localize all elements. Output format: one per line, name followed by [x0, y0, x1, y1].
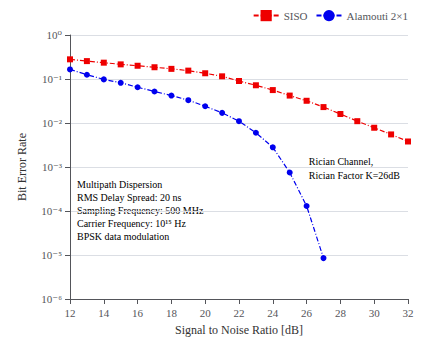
svg-text:10⁻¹: 10⁻¹: [42, 73, 62, 85]
svg-text:28: 28: [335, 307, 347, 319]
svg-text:20: 20: [200, 307, 212, 319]
svg-text:Rician Channel,: Rician Channel,: [309, 156, 373, 167]
svg-text:Rician Factor K=26dB: Rician Factor K=26dB: [309, 170, 401, 181]
svg-text:Alamouti 2×1: Alamouti 2×1: [346, 10, 408, 22]
svg-text:12: 12: [65, 307, 76, 319]
svg-text:Sampling Frequency: 500 MHz: Sampling Frequency: 500 MHz: [77, 205, 204, 216]
svg-text:30: 30: [369, 307, 381, 319]
svg-text:RMS Delay Spread: 20 ns: RMS Delay Spread: 20 ns: [77, 192, 182, 203]
svg-text:Multipath Dispersion: Multipath Dispersion: [77, 179, 162, 190]
svg-text:10⁰: 10⁰: [47, 29, 63, 41]
svg-text:BPSK data modulation: BPSK data modulation: [77, 231, 169, 242]
svg-text:10⁻²: 10⁻²: [42, 117, 63, 129]
svg-text:26: 26: [301, 307, 313, 319]
svg-text:22: 22: [234, 307, 245, 319]
svg-text:32: 32: [403, 307, 414, 319]
svg-text:16: 16: [132, 307, 144, 319]
svg-text:Bit Error Rate: Bit Error Rate: [15, 133, 29, 201]
svg-text:24: 24: [267, 307, 279, 319]
svg-text:10⁻⁵: 10⁻⁵: [41, 249, 62, 261]
svg-text:10⁻⁴: 10⁻⁴: [41, 205, 62, 217]
svg-text:Signal to Noise Ratio [dB]: Signal to Noise Ratio [dB]: [175, 323, 303, 337]
svg-text:SISO: SISO: [284, 10, 308, 22]
svg-text:10⁻⁶: 10⁻⁶: [41, 293, 62, 305]
svg-text:Carrier Frequency: 10¹⁵ Hz: Carrier Frequency: 10¹⁵ Hz: [77, 218, 187, 229]
svg-text:18: 18: [166, 307, 178, 319]
svg-text:10⁻³: 10⁻³: [42, 161, 63, 173]
svg-text:14: 14: [98, 307, 110, 319]
